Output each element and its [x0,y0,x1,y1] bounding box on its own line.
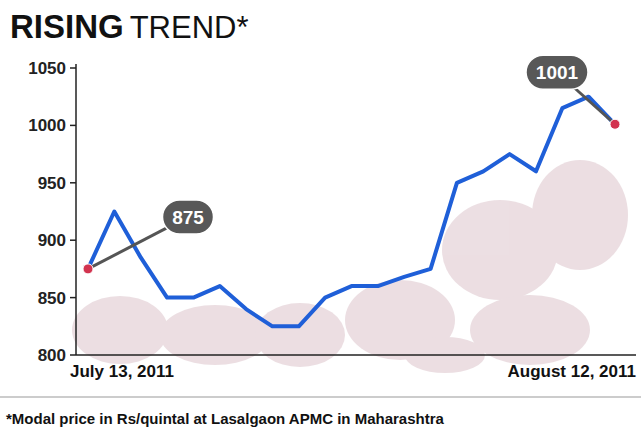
y-tick-label: 1050 [28,59,66,78]
separator [0,397,641,398]
callout-bubble [163,200,214,234]
title: RISINGTREND* [10,8,249,45]
data-label: 875 [172,207,204,228]
decoration [255,303,345,367]
y-tick [70,67,76,69]
y-axis [75,64,77,355]
y-tick [70,354,76,356]
title-part: RISING [10,8,124,45]
x-tick-label: August 12, 2011 [507,362,636,381]
plot-area [88,97,615,327]
y-tick-label: 800 [38,346,66,365]
y-tick-label: 900 [38,231,66,250]
title-part: TREND* [130,10,249,45]
footnote: *Modal price in Rs/quintal at Lasalgaon … [6,410,445,427]
y-tick-label: 850 [38,289,66,308]
callout-bubble [526,55,588,89]
decoration [532,160,628,270]
chart: RISINGTREND* 800 850 900 950 1000 1050 July 13,… [0,0,641,437]
point [83,264,93,274]
y-tick [70,182,76,184]
y-tick-label: 1000 [28,116,66,135]
y-tick [70,297,76,299]
y-tick [70,239,76,241]
decoration [72,296,168,364]
line [88,97,615,327]
x-tick-label: July 13, 2011 [70,362,174,381]
point [610,119,620,129]
y-tick [70,125,76,127]
y-tick-label: 950 [38,174,66,193]
background-decoration [72,160,628,373]
x-axis [76,354,636,356]
data-label: 1001 [536,62,579,83]
